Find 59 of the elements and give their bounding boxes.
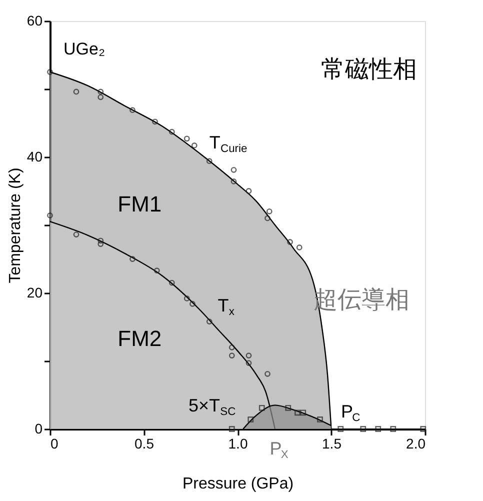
y-tick-label: 20 [26, 284, 43, 300]
point [47, 212, 53, 218]
point [230, 178, 237, 184]
point [246, 352, 252, 358]
annotation: FM1 [118, 192, 162, 217]
point [420, 426, 426, 432]
point [168, 128, 175, 135]
x-tick-label: 1.0 [228, 436, 248, 452]
annotation: 常磁性相 [320, 56, 417, 83]
y-tick-label: 40 [26, 148, 43, 164]
point [294, 410, 300, 416]
point [184, 296, 190, 302]
point [228, 352, 235, 358]
point [285, 404, 292, 411]
point [230, 166, 237, 173]
point [266, 208, 272, 214]
point [73, 88, 80, 95]
point [264, 370, 270, 377]
y-tick-label: 0 [34, 420, 43, 436]
point [184, 136, 190, 142]
point [206, 158, 212, 164]
point [287, 239, 293, 245]
point [390, 426, 396, 432]
point [190, 300, 196, 307]
point [98, 94, 104, 100]
point [338, 426, 344, 432]
point [248, 416, 254, 422]
point [73, 232, 80, 238]
point [191, 142, 198, 148]
annotation: FM2 [118, 326, 162, 352]
point [98, 88, 104, 95]
x-axis-title: Pressure (GPa) [182, 476, 294, 492]
x-tick-label: 0 [50, 436, 58, 452]
point [228, 344, 235, 350]
point [258, 404, 265, 411]
point [152, 118, 158, 125]
point [206, 318, 212, 324]
y-axis-title: Temperature (K) [6, 168, 24, 284]
point [375, 426, 382, 432]
y-tick-label: 60 [26, 12, 43, 28]
point [98, 238, 104, 244]
point [154, 268, 160, 274]
point [300, 410, 306, 416]
x-tick-label: 2.0 [406, 436, 426, 452]
point [246, 188, 252, 194]
point [168, 280, 175, 286]
point [317, 416, 323, 422]
point [98, 241, 104, 247]
annotation: UGe₂ [64, 40, 106, 59]
point [228, 426, 235, 432]
x-tick-label: 1.5 [322, 436, 342, 452]
x-tick-label: 0.5 [134, 436, 154, 452]
point [130, 256, 136, 262]
point [47, 69, 53, 75]
point [264, 215, 270, 222]
point [246, 360, 252, 366]
point [360, 426, 366, 432]
point [130, 107, 136, 114]
point [296, 244, 302, 250]
